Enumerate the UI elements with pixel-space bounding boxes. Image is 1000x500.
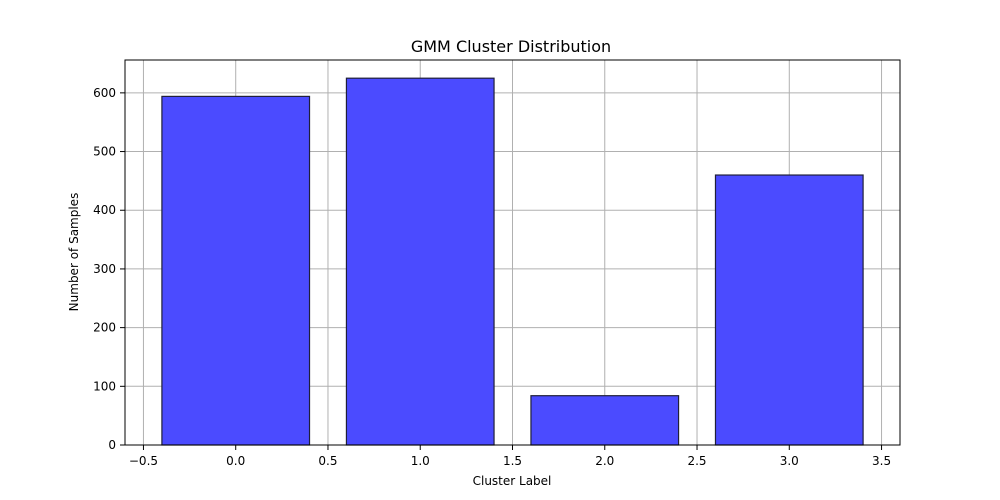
x-tick-label: −0.5 (129, 454, 158, 468)
x-axis-ticks: −0.5 0.0 0.5 1.0 1.5 2.0 2.5 3.0 3.5 (129, 445, 891, 468)
x-tick-label: 3.0 (780, 454, 799, 468)
x-tick-label: 3.5 (872, 454, 891, 468)
chart-title: GMM Cluster Distribution (411, 37, 611, 56)
x-tick-label: 2.0 (595, 454, 614, 468)
x-axis-label: Cluster Label (473, 474, 552, 488)
x-tick-label: 0.5 (318, 454, 337, 468)
x-tick-label: 1.5 (503, 454, 522, 468)
bar-cluster-1 (345, 77, 495, 446)
bars (161, 77, 864, 446)
x-tick-label: 1.0 (411, 454, 430, 468)
bar-cluster-0 (161, 95, 311, 446)
y-tick-label: 600 (93, 86, 116, 100)
bar-cluster-2 (530, 395, 680, 446)
y-tick-label: 100 (93, 379, 116, 393)
y-axis-label: Number of Samples (67, 193, 81, 312)
y-tick-label: 500 (93, 145, 116, 159)
y-tick-label: 300 (93, 262, 116, 276)
y-axis-ticks: 0 100 200 300 400 500 600 (93, 86, 125, 452)
bar-cluster-3 (714, 174, 864, 446)
y-tick-label: 0 (108, 438, 116, 452)
x-tick-label: 2.5 (687, 454, 706, 468)
x-tick-label: 0.0 (226, 454, 245, 468)
y-tick-label: 200 (93, 321, 116, 335)
y-tick-label: 400 (93, 203, 116, 217)
